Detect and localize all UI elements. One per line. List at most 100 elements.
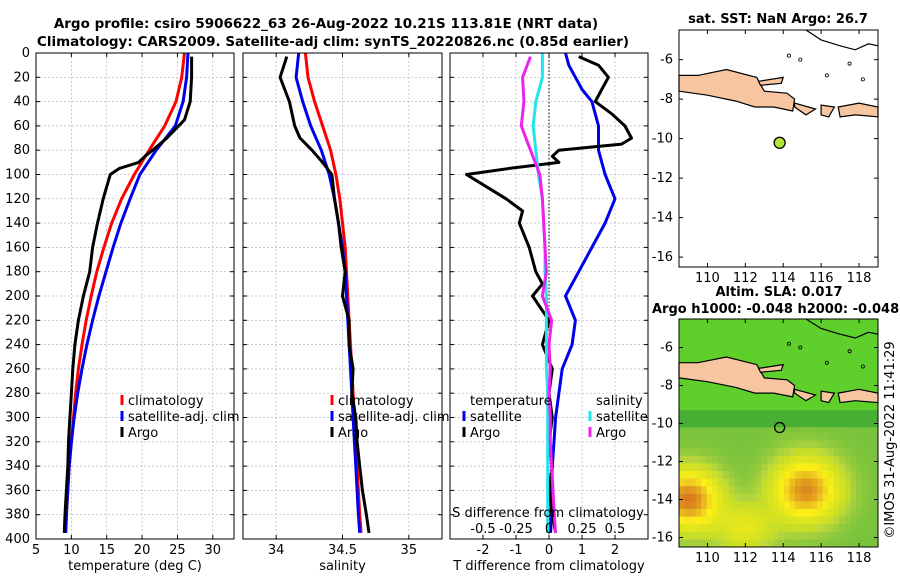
sla-cell <box>811 524 818 533</box>
sla-cell <box>723 402 730 411</box>
sla-cell <box>822 440 829 449</box>
sla-cell <box>811 364 818 373</box>
sla-cell <box>745 425 752 434</box>
sla-cell <box>767 357 774 366</box>
sla-cell <box>767 349 774 358</box>
sla-cell <box>695 334 702 343</box>
sla-cell <box>739 478 746 487</box>
sla-cell <box>855 501 862 510</box>
sla-cell <box>690 455 697 464</box>
map-frame <box>678 29 879 268</box>
sla-cell <box>866 425 873 434</box>
sla-cell <box>850 471 857 480</box>
sla-cell <box>861 364 868 373</box>
sla-cell <box>745 440 752 449</box>
sla-cell <box>778 357 785 366</box>
sla-cell <box>855 425 862 434</box>
sla-cell <box>855 463 862 472</box>
sla-cell <box>712 334 719 343</box>
sla-cell <box>701 501 708 510</box>
sla-cell <box>750 501 757 510</box>
sla-cell <box>745 455 752 464</box>
difference-legend: temperature satellite Argo salinity sate… <box>462 394 648 441</box>
sla-cell <box>866 402 873 411</box>
sla-cell <box>833 509 840 518</box>
x-tick-label: 112 <box>733 271 758 286</box>
map-frame <box>678 318 879 548</box>
sla-cell <box>866 349 873 358</box>
sla-cell <box>690 402 697 411</box>
sla-cell <box>839 463 846 472</box>
sla-cell <box>723 516 730 525</box>
islet <box>786 53 791 58</box>
sla-cell <box>850 516 857 525</box>
sla-cell <box>767 493 774 502</box>
sla-cell <box>872 341 879 350</box>
sla-cell <box>728 433 735 442</box>
sla-cell <box>690 425 697 434</box>
sla-cell <box>828 349 835 358</box>
sla-cell <box>866 524 873 533</box>
sla-cell <box>828 463 835 472</box>
sla-cell <box>695 455 702 464</box>
sla-cell <box>800 448 807 457</box>
sla-cell <box>866 341 873 350</box>
sla-cell <box>761 395 768 404</box>
y-tick-label: 240 <box>5 338 30 353</box>
sla-cell <box>800 471 807 480</box>
sla-cell <box>784 341 791 350</box>
sla-cell <box>695 425 702 434</box>
salinity-panel: 34 34.5 35 salinity <box>242 52 443 574</box>
sla-cell <box>712 531 719 540</box>
sla-cell <box>795 455 802 464</box>
sla-cell <box>839 509 846 518</box>
sla-cell <box>822 501 829 510</box>
sla-cell <box>778 539 785 548</box>
sla-cell <box>723 425 730 434</box>
islet <box>860 364 865 369</box>
sla-cell <box>706 433 713 442</box>
sla-cell <box>800 539 807 548</box>
sla-cell <box>844 471 851 480</box>
sla-cell <box>728 471 735 480</box>
sla-cell <box>811 357 818 366</box>
sla-cell <box>833 349 840 358</box>
sla-cell <box>817 471 824 480</box>
sla-cell <box>684 493 691 502</box>
sla-cell <box>679 395 686 404</box>
sla-cell <box>872 425 879 434</box>
sla-cell <box>706 402 713 411</box>
s-tick-label: -0.5 <box>470 522 495 537</box>
sla-cell <box>839 478 846 487</box>
top-axis-label: S difference from climatology <box>452 506 644 521</box>
sla-cell <box>833 395 840 404</box>
argo-position-marker <box>773 421 786 434</box>
sla-cell <box>712 440 719 449</box>
legend-satellite: satellite-adj. clim <box>128 410 240 425</box>
sla-cell <box>761 319 768 328</box>
sla-cell <box>734 471 741 480</box>
sla-cell <box>784 395 791 404</box>
sla-cell <box>701 440 708 449</box>
sla-cell <box>679 531 686 540</box>
sla-cell <box>728 440 735 449</box>
sla-cell <box>761 501 768 510</box>
sla-cell <box>839 448 846 457</box>
x-tick-label: 1 <box>578 543 586 558</box>
sla-cell <box>761 516 768 525</box>
sla-cell <box>745 516 752 525</box>
legend-t-satellite: satellite <box>470 410 522 425</box>
sla-cell <box>795 531 802 540</box>
sla-cell <box>739 334 746 343</box>
sla-cell <box>772 455 779 464</box>
sla-cell <box>872 486 879 495</box>
difference-panel: -2 -1 0 1 2T difference from climatology S di… <box>449 52 649 574</box>
sla-cell <box>717 402 724 411</box>
sla-cell <box>761 440 768 449</box>
sla-cell <box>745 478 752 487</box>
sla-cell <box>872 509 879 518</box>
sla-cell <box>839 433 846 442</box>
sla-cell <box>833 440 840 449</box>
sla-cell <box>850 493 857 502</box>
